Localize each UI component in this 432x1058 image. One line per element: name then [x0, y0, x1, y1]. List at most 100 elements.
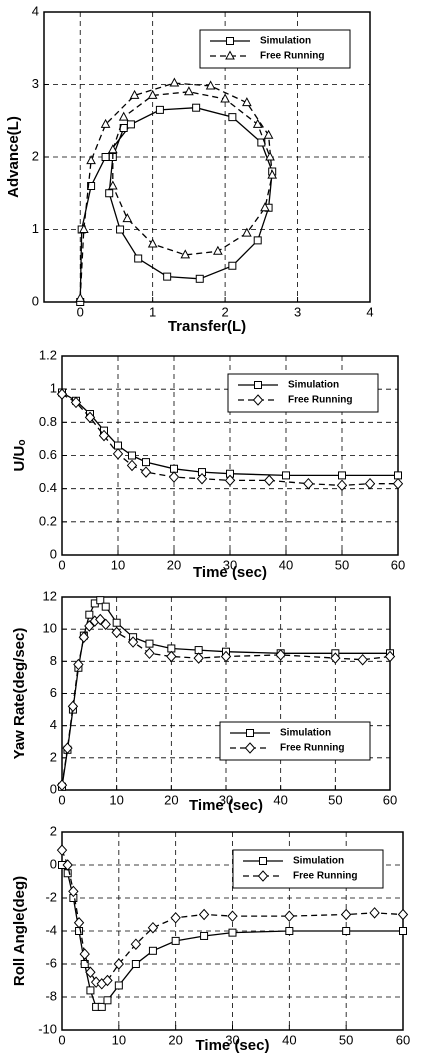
- marker: [128, 451, 136, 460]
- x-tick-label: 50: [335, 557, 349, 572]
- marker: [384, 650, 396, 663]
- marker: [112, 618, 121, 627]
- x-tick-label: 0: [77, 304, 84, 319]
- series-line: [79, 107, 273, 303]
- marker: [170, 464, 178, 473]
- marker: [129, 89, 140, 99]
- legend-label: Free Running: [260, 51, 324, 62]
- marker: [220, 650, 232, 663]
- y-tick-label: 0: [32, 293, 39, 308]
- x-tick-label: 1: [149, 304, 156, 319]
- x-tick-label: 10: [109, 792, 123, 807]
- marker: [100, 118, 111, 128]
- marker: [169, 77, 180, 87]
- y-axis-label: Roll Angle(deg): [11, 876, 28, 986]
- marker: [105, 189, 114, 198]
- y-tick-label: 0.6: [39, 447, 57, 462]
- marker: [131, 960, 140, 968]
- marker: [163, 272, 172, 281]
- marker: [242, 97, 252, 107]
- marker: [84, 620, 95, 632]
- marker: [224, 474, 236, 487]
- x-axis-label: Time (sec): [193, 564, 267, 581]
- x-axis-label: Time (sec): [196, 1037, 270, 1054]
- marker: [148, 946, 157, 955]
- marker: [184, 86, 194, 96]
- marker: [284, 910, 295, 922]
- x-tick-label: 20: [167, 557, 181, 572]
- marker: [100, 618, 111, 631]
- y-tick-label: 1: [50, 381, 57, 396]
- legend-marker: [244, 742, 256, 754]
- marker: [79, 223, 89, 233]
- marker: [85, 610, 94, 619]
- x-tick-label: 40: [273, 792, 287, 807]
- marker: [95, 613, 106, 626]
- legend-marker: [246, 729, 254, 737]
- marker: [192, 103, 201, 112]
- y-axis-label: Yaw Rate(deg/sec): [11, 628, 28, 760]
- marker: [198, 908, 210, 921]
- marker: [227, 910, 238, 922]
- marker: [73, 658, 84, 671]
- marker: [56, 779, 68, 791]
- x-tick-label: 60: [391, 557, 405, 572]
- marker: [228, 261, 237, 270]
- x-tick-label: 20: [164, 792, 178, 807]
- marker: [78, 631, 90, 643]
- marker: [168, 471, 180, 483]
- marker: [399, 927, 407, 935]
- x-axis-label: Transfer(L): [168, 318, 246, 335]
- marker: [170, 912, 181, 924]
- marker: [252, 118, 263, 128]
- marker: [397, 908, 409, 921]
- plot-frame: [43, 11, 371, 303]
- legend-label: Simulation: [280, 728, 331, 739]
- marker: [228, 113, 237, 122]
- marker: [68, 885, 79, 898]
- legend-marker: [257, 870, 269, 882]
- marker: [85, 966, 96, 978]
- y-tick-label: 0: [50, 546, 57, 561]
- marker: [338, 471, 346, 480]
- marker: [80, 960, 89, 968]
- marker: [282, 471, 290, 480]
- x-tick-label: 0: [58, 792, 65, 807]
- y-tick-label: 2: [50, 749, 57, 764]
- legend-label: Simulation: [288, 380, 339, 391]
- x-tick-label: 50: [339, 1032, 353, 1047]
- marker: [200, 931, 209, 940]
- legend-box: [227, 373, 379, 413]
- x-tick-label: 4: [366, 304, 373, 319]
- plot-frame: [61, 355, 399, 556]
- x-tick-label: 30: [223, 557, 237, 572]
- x-tick-label: 0: [58, 1032, 65, 1047]
- x-tick-label: 60: [396, 1032, 410, 1047]
- marker: [112, 448, 124, 460]
- legend-marker: [226, 37, 234, 45]
- y-axis-label: U/Uₒ: [11, 440, 28, 472]
- x-tick-label: 30: [225, 1032, 239, 1047]
- marker: [195, 274, 204, 283]
- marker: [127, 636, 139, 648]
- x-tick-label: 50: [328, 792, 342, 807]
- marker: [118, 111, 129, 121]
- marker: [147, 921, 159, 934]
- x-tick-label: 30: [219, 792, 233, 807]
- marker: [205, 80, 216, 90]
- marker: [144, 647, 155, 660]
- x-tick-label: 20: [168, 1032, 182, 1047]
- marker: [140, 466, 152, 478]
- legend-box: [199, 29, 351, 69]
- marker: [142, 458, 150, 467]
- marker: [56, 388, 68, 400]
- legend-label: Free Running: [280, 743, 344, 754]
- y-tick-label: -6: [45, 955, 57, 970]
- marker: [107, 180, 118, 190]
- y-tick-label: 2: [32, 148, 39, 163]
- marker: [73, 917, 85, 929]
- marker: [130, 938, 142, 950]
- x-tick-label: 2: [221, 304, 228, 319]
- marker: [113, 958, 125, 970]
